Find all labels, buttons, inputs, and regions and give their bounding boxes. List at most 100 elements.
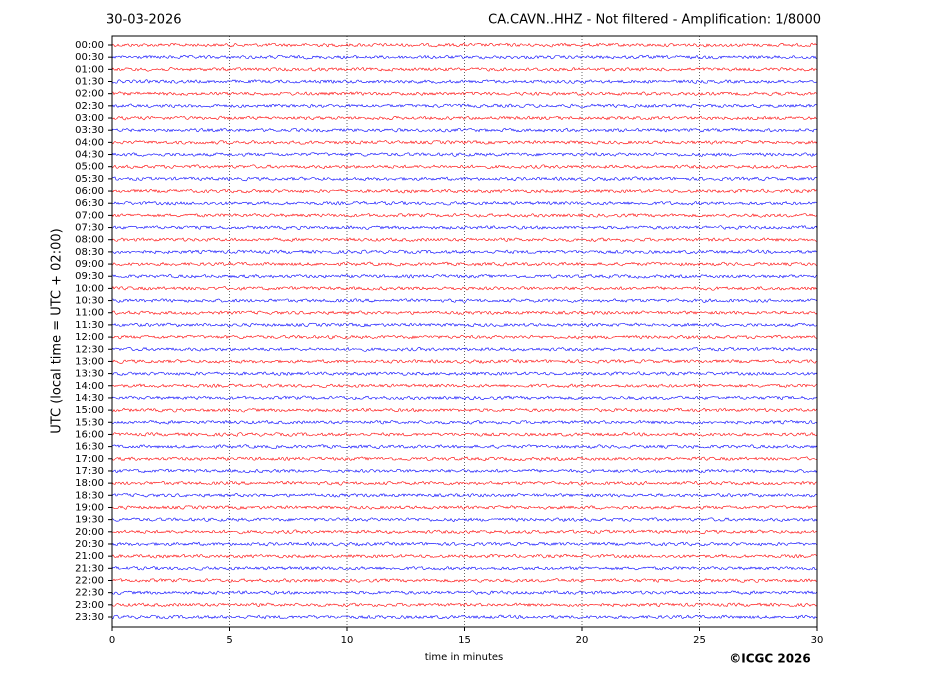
- trace: [111, 541, 818, 547]
- trace: [111, 67, 818, 72]
- trace: [111, 505, 818, 510]
- y-tick-label: 17:00: [75, 454, 104, 465]
- trace: [111, 395, 818, 401]
- trace: [111, 553, 818, 559]
- trace: [111, 249, 818, 255]
- x-tick-label: 20: [576, 635, 589, 646]
- plot-frame: [111, 35, 818, 628]
- y-tick-label: 11:30: [75, 320, 104, 331]
- trace: [111, 529, 818, 535]
- y-tick-label: 23:30: [75, 612, 104, 623]
- y-tick-label: 16:30: [75, 442, 104, 453]
- y-tick-label: 09:30: [75, 271, 104, 282]
- trace: [111, 152, 818, 157]
- trace: [111, 176, 818, 182]
- y-tick-label: 03:30: [75, 125, 104, 136]
- y-tick-label: 23:00: [75, 600, 104, 611]
- y-tick-label: 14:00: [75, 381, 104, 392]
- y-tick-label: 20:00: [75, 527, 104, 538]
- trace: [111, 334, 818, 340]
- y-tick-label: 19:00: [75, 502, 104, 513]
- y-tick-label: 03:00: [75, 113, 104, 124]
- trace: [111, 493, 818, 498]
- trace: [111, 237, 818, 242]
- y-tick-label: 22:30: [75, 588, 104, 599]
- trace: [111, 566, 818, 571]
- trace: [111, 140, 818, 145]
- trace: [111, 103, 818, 109]
- trace: [111, 310, 818, 315]
- trace: [111, 54, 818, 60]
- trace: [111, 407, 818, 413]
- y-tick-label: 13:30: [75, 369, 104, 380]
- y-tick-label: 04:30: [75, 150, 104, 161]
- trace: [111, 517, 818, 522]
- y-tick-label: 01:30: [75, 77, 104, 88]
- trace: [111, 590, 818, 595]
- y-tick-label: 00:00: [75, 40, 104, 51]
- y-tick-label: 06:30: [75, 198, 104, 209]
- x-tick-label: 15: [458, 635, 471, 646]
- y-tick-label: 08:00: [75, 235, 104, 246]
- trace: [111, 322, 818, 328]
- trace: [111, 468, 818, 474]
- trace: [111, 127, 818, 133]
- trace: [111, 346, 818, 352]
- y-tick-label: 10:30: [75, 296, 104, 307]
- y-tick-label: 15:30: [75, 417, 104, 428]
- trace: [111, 432, 818, 437]
- trace: [111, 79, 818, 84]
- y-axis-label: UTC (local time = UTC + 02:00): [50, 228, 65, 433]
- y-tick-label: 04:00: [75, 137, 104, 148]
- y-tick-label: 14:30: [75, 393, 104, 404]
- y-tick-label: 05:00: [75, 162, 104, 173]
- trace: [111, 188, 818, 194]
- y-tick-label: 06:00: [75, 186, 104, 197]
- trace: [111, 359, 818, 364]
- trace: [111, 480, 818, 486]
- y-tick-label: 05:30: [75, 174, 104, 185]
- trace: [111, 420, 818, 425]
- trace: [111, 602, 818, 608]
- x-tick-label: 30: [811, 635, 824, 646]
- y-tick-label: 07:00: [75, 210, 104, 221]
- y-tick-label: 09:00: [75, 259, 104, 270]
- trace: [111, 456, 818, 462]
- y-tick-label: 18:30: [75, 490, 104, 501]
- trace: [111, 91, 818, 96]
- y-tick-label: 16:00: [75, 429, 104, 440]
- trace: [111, 371, 818, 376]
- x-tick-label: 10: [341, 635, 354, 646]
- y-tick-label: 10:00: [75, 283, 104, 294]
- chart-title: CA.CAVN..HHZ - Not filtered - Amplificat…: [488, 13, 821, 28]
- y-tick-label: 02:00: [75, 89, 104, 100]
- y-tick-label: 02:30: [75, 101, 104, 112]
- y-tick-label: 15:00: [75, 405, 104, 416]
- trace: [111, 444, 818, 449]
- y-tick-label: 12:30: [75, 344, 104, 355]
- y-tick-label: 21:00: [75, 551, 104, 562]
- y-tick-label: 17:30: [75, 466, 104, 477]
- y-tick-label: 22:00: [75, 575, 104, 586]
- trace: [111, 261, 818, 267]
- y-tick-label: 01:00: [75, 64, 104, 75]
- trace: [111, 614, 818, 620]
- trace: [111, 383, 818, 388]
- y-tick-label: 00:30: [75, 52, 104, 63]
- trace: [111, 115, 818, 121]
- y-tick-label: 08:30: [75, 247, 104, 258]
- y-tick-label: 18:00: [75, 478, 104, 489]
- trace: [111, 213, 818, 218]
- y-tick-label: 20:30: [75, 539, 104, 550]
- trace: [111, 42, 818, 48]
- y-tick-label: 11:00: [75, 308, 104, 319]
- copyright: ©ICGC 2026: [729, 652, 811, 666]
- trace: [111, 164, 818, 170]
- trace: [111, 225, 818, 230]
- trace: [111, 578, 818, 583]
- trace: [111, 273, 818, 279]
- y-tick-label: 12:00: [75, 332, 104, 343]
- y-tick-label: 21:30: [75, 563, 104, 574]
- y-tick-label: 07:30: [75, 223, 104, 234]
- trace: [111, 286, 818, 291]
